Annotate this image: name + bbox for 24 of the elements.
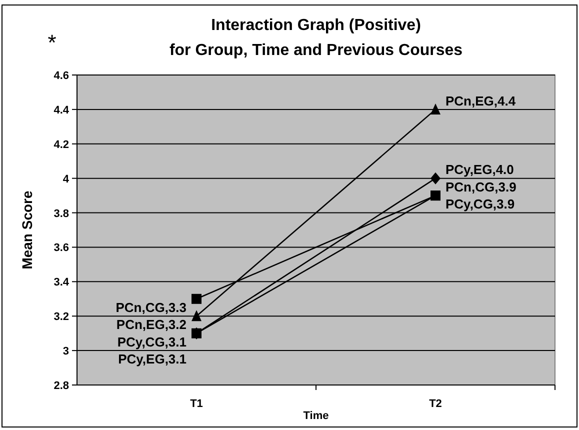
- data-label: PCn,EG,3.2: [116, 317, 186, 332]
- y-tick-label: 3.2: [54, 311, 69, 324]
- y-axis-title: Mean Score: [19, 190, 35, 270]
- data-label: PCy,CG,3.1: [117, 334, 186, 350]
- y-tick-label: 4.4: [54, 104, 70, 116]
- data-label: PCn,EG,4.4: [446, 93, 516, 108]
- y-tick-label: 4.2: [54, 138, 69, 151]
- data-label: PCn,CG,3.9: [446, 179, 516, 194]
- y-tick-label: 3.4: [54, 276, 70, 289]
- x-tick-label: T1: [190, 398, 203, 410]
- chart-title: Interaction Graph (Positive) for Group, Time and Previous Courses: [169, 17, 463, 59]
- y-tick-label: 3: [62, 346, 69, 358]
- y-tick-label: 4: [62, 173, 70, 186]
- y-tick-label: 3.6: [54, 242, 69, 254]
- y-tick-label: 3.8: [54, 208, 69, 220]
- x-tick-label: T2: [429, 398, 442, 410]
- data-label: PCy,EG,3.1: [118, 352, 186, 367]
- y-tick-label: 4.6: [54, 70, 69, 82]
- data-label: PCy,EG,4.0: [446, 162, 514, 178]
- text: *: [48, 30, 57, 55]
- data-label: PCy,CG,3.9: [446, 196, 515, 212]
- x-axis-title: Time: [303, 410, 329, 422]
- data-label: PCn,CG,3.3: [116, 300, 186, 315]
- y-tick-label: 2.8: [54, 380, 69, 392]
